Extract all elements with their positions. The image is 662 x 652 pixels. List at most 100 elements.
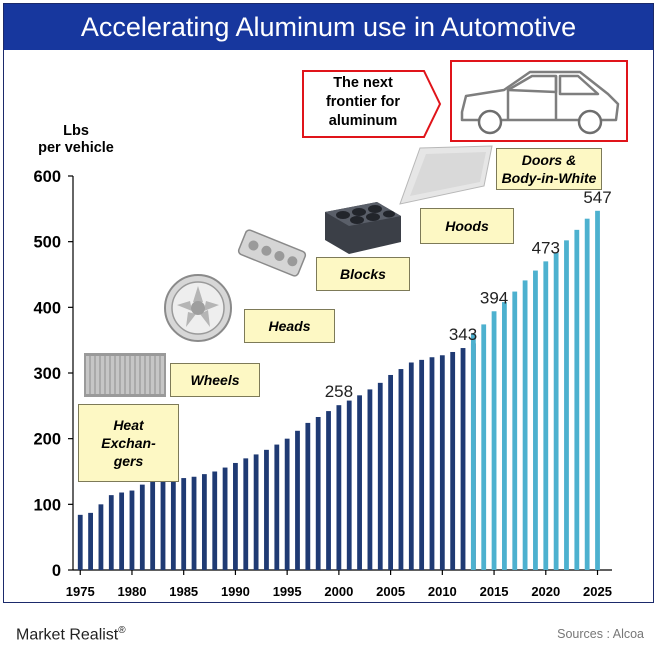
wheels-callout: Wheels	[170, 363, 260, 397]
bar	[150, 482, 156, 570]
bar	[367, 389, 373, 570]
x-tick-label: 2025	[583, 584, 612, 599]
car-body-frame-panel	[450, 60, 628, 142]
axes: 0 100 200 300 400 500 600 1975 1980 1985 1990 1995 2…	[33, 168, 612, 599]
bars	[77, 210, 600, 570]
cylinder-head-icon	[237, 229, 307, 277]
bar	[88, 512, 93, 570]
hood-panel-icon	[399, 145, 493, 205]
bar	[377, 382, 383, 570]
data-label: 547	[583, 188, 611, 207]
bar	[98, 504, 104, 570]
bar	[450, 351, 456, 570]
x-tick-label: 2000	[324, 584, 353, 599]
y-tick-label: 400	[33, 299, 61, 317]
bar	[388, 374, 394, 570]
y-axis-label-line-2: per vehicle	[38, 140, 114, 156]
bar	[491, 311, 497, 570]
doors-line-1: Doors &	[521, 152, 577, 168]
engine-block-icon	[325, 202, 401, 254]
bar	[584, 218, 590, 570]
bar	[346, 400, 352, 570]
doors-line-2: Body-in-White	[501, 170, 597, 186]
x-tick-label: 1985	[169, 584, 198, 599]
bar	[439, 355, 445, 570]
frontier-line-2: frontier for	[325, 94, 401, 110]
bar	[139, 484, 145, 570]
bar	[233, 462, 238, 570]
bar	[264, 449, 269, 570]
data-label: 394	[480, 288, 508, 307]
bar	[201, 474, 207, 570]
data-label: 343	[449, 325, 477, 344]
heat-line-2: Exchan-	[101, 435, 156, 451]
bar	[108, 495, 114, 570]
data-label: 473	[532, 238, 560, 257]
bar	[274, 444, 280, 570]
bar	[522, 280, 528, 570]
brand-mark: ®	[118, 625, 126, 636]
y-axis-label-line-1: Lbs	[63, 123, 89, 139]
bar	[222, 467, 228, 570]
chart-title: Accelerating Aluminum use in Automotive	[4, 4, 653, 50]
bar	[243, 458, 249, 570]
bar	[129, 490, 135, 570]
car-body-frame-icon	[460, 70, 620, 135]
bar	[564, 240, 569, 570]
bar	[336, 405, 342, 570]
data-label: 258	[325, 382, 353, 401]
y-tick-label: 600	[33, 168, 61, 186]
bar	[429, 357, 435, 570]
x-tick-label: 1975	[66, 584, 95, 599]
bar	[160, 480, 166, 570]
bar	[533, 270, 538, 570]
bar	[408, 362, 414, 570]
bar	[295, 430, 300, 570]
blocks-callout: Blocks	[316, 257, 410, 291]
bar	[357, 395, 362, 570]
bar	[315, 416, 321, 570]
bar	[170, 479, 176, 570]
x-tick-label: 2015	[480, 584, 509, 599]
bar	[326, 411, 331, 570]
bar	[77, 514, 83, 570]
y-tick-label: 100	[33, 496, 61, 514]
x-tick-label: 1980	[118, 584, 147, 599]
bar	[543, 261, 549, 570]
y-tick-label: 300	[33, 365, 61, 383]
heat-line-1: Heat	[113, 417, 144, 433]
bar	[305, 422, 311, 570]
bar	[212, 471, 218, 570]
bar	[460, 348, 466, 570]
bar	[553, 252, 559, 570]
frontier-callout-text: The next frontier for aluminum	[304, 74, 422, 131]
x-tick-label: 2005	[376, 584, 405, 599]
frontier-line-3: aluminum	[328, 113, 398, 129]
y-tick-label: 200	[33, 431, 61, 449]
frontier-line-1: The next	[333, 75, 393, 91]
x-tick-label: 1990	[221, 584, 250, 599]
y-axis-label: Lbs per vehicle	[38, 123, 114, 156]
bar	[502, 302, 507, 570]
bar	[595, 210, 600, 570]
heat-line-3: gers	[113, 453, 144, 469]
brand-logo: Market Realist®	[16, 625, 126, 644]
brand-name: Market Realist	[16, 626, 119, 644]
x-tick-label: 2010	[428, 584, 457, 599]
y-tick-label: 0	[52, 562, 61, 580]
y-tick-label: 500	[33, 234, 61, 252]
bar	[574, 229, 580, 570]
x-tick-label: 2020	[531, 584, 560, 599]
bar-chart: Lbs per vehicle 0 100 200 300 400 500 600 1975 1…	[33, 123, 612, 599]
bar	[181, 478, 187, 570]
bar	[119, 492, 125, 570]
source-note: Sources : Alcoa	[557, 627, 644, 641]
heads-callout: Heads	[244, 309, 335, 343]
doors-body-in-white-callout: Doors & Body-in-White	[496, 148, 602, 190]
bar	[191, 476, 197, 570]
chart-frame: Accelerating Aluminum use in Automotive …	[3, 3, 654, 603]
heat-exchangers-callout: Heat Exchan- gers	[78, 404, 179, 482]
bar	[284, 438, 290, 570]
bar	[419, 359, 425, 570]
